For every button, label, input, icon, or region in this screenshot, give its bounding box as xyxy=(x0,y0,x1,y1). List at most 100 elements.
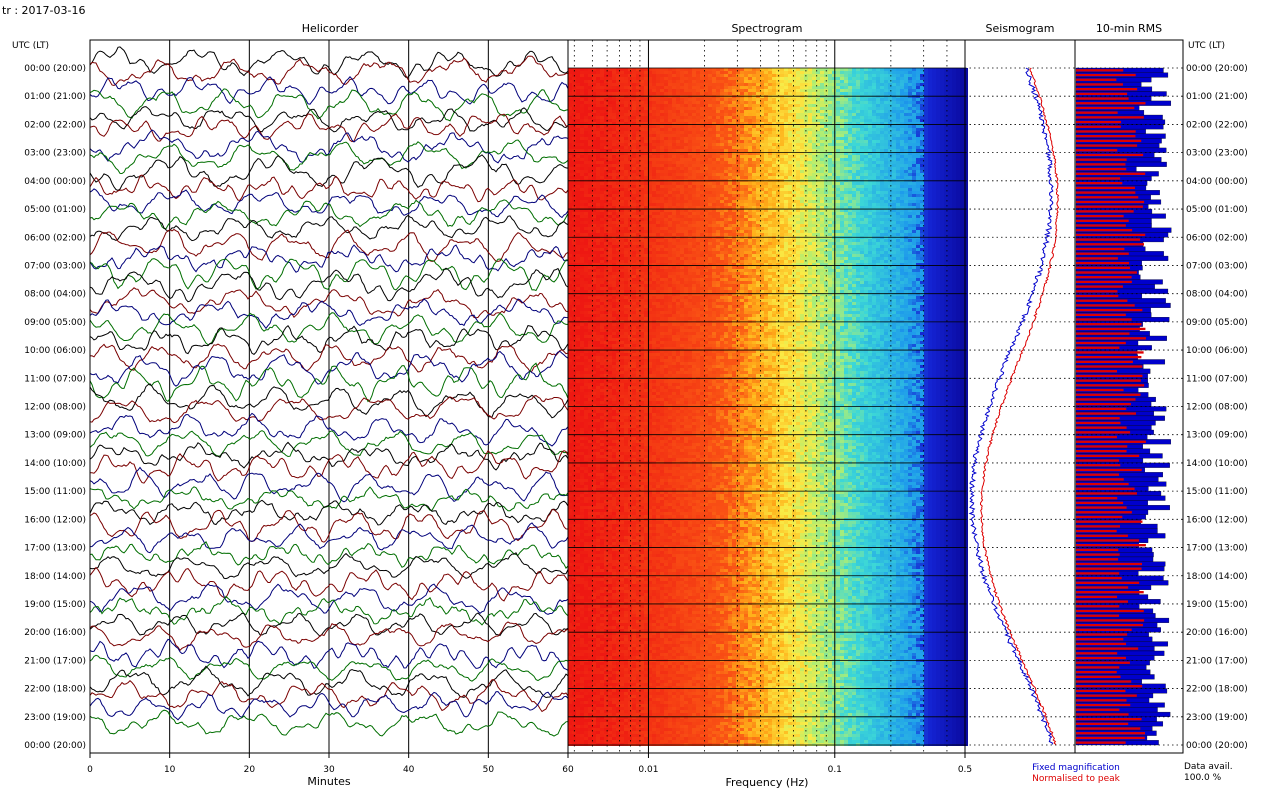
spectrogram-cell xyxy=(588,170,592,173)
spectrogram-cell xyxy=(752,158,756,161)
spectrogram-cell xyxy=(768,182,772,185)
spectrogram-cell xyxy=(760,107,764,110)
spectrogram-cell xyxy=(900,89,904,92)
spectrogram-cell xyxy=(732,161,736,164)
spectrogram-cell xyxy=(792,149,796,152)
spectrogram-cell xyxy=(636,167,640,170)
spectrogram-cell xyxy=(880,170,884,173)
spectrogram-cell xyxy=(764,68,768,71)
spectrogram-cell xyxy=(836,113,840,116)
spectrogram-cell xyxy=(864,86,868,89)
spectrogram-cell xyxy=(852,185,856,188)
spectrogram-cell xyxy=(784,104,788,107)
spectrogram-cell xyxy=(880,185,884,188)
spectrogram-cell xyxy=(868,188,872,191)
spectrogram-cell xyxy=(776,158,780,161)
spectrogram-cell xyxy=(852,68,856,71)
spectrogram-cell xyxy=(708,170,712,173)
spectrogram-cell xyxy=(888,74,892,77)
spectrogram-cell xyxy=(952,125,956,128)
spectrogram-cell xyxy=(676,68,680,71)
spectrogram-cell xyxy=(612,173,616,176)
spectrogram-cell xyxy=(936,173,940,176)
spectrogram-cell xyxy=(876,74,880,77)
spectrogram-cell xyxy=(668,167,672,170)
spectrogram-cell xyxy=(776,149,780,152)
spectrogram-cell xyxy=(764,161,768,164)
spectrogram-cell xyxy=(596,77,600,80)
spectrogram-cell xyxy=(636,83,640,86)
spectrogram-cell xyxy=(784,101,788,104)
spectrogram-cell xyxy=(700,143,704,146)
spectrogram-cell xyxy=(776,170,780,173)
spectrogram-cell xyxy=(908,83,912,86)
spectrogram-cell xyxy=(820,149,824,152)
spectrogram-cell xyxy=(620,173,624,176)
spectrogram-cell xyxy=(652,137,656,140)
spectrogram-cell xyxy=(904,182,908,185)
spectrogram-cell xyxy=(932,125,936,128)
spectrogram-cell xyxy=(792,125,796,128)
spectrogram-cell xyxy=(596,167,600,170)
spectrogram-cell xyxy=(684,98,688,101)
spectrogram-cell xyxy=(732,194,736,197)
spectrogram-cell xyxy=(916,176,920,179)
spectrogram-cell xyxy=(568,158,572,161)
spectrogram-cell xyxy=(856,149,860,152)
spectrogram-cell xyxy=(688,116,692,119)
spectrogram-cell xyxy=(756,176,760,179)
spectrogram-cell xyxy=(584,215,588,218)
spectrogram-cell xyxy=(788,170,792,173)
spectrogram-cell xyxy=(928,113,932,116)
spectrogram-cell xyxy=(608,143,612,146)
spectrogram-cell xyxy=(688,173,692,176)
spectrogram-cell xyxy=(652,167,656,170)
spectrogram-cell xyxy=(900,194,904,197)
spectrogram-cell xyxy=(952,167,956,170)
spectrogram-cell xyxy=(660,161,664,164)
spectrogram-cell xyxy=(932,74,936,77)
spectrogram-cell xyxy=(812,131,816,134)
spectrogram-cell xyxy=(820,83,824,86)
spectrogram-cell xyxy=(660,107,664,110)
spectrogram-cell xyxy=(736,92,740,95)
spectrogram-cell xyxy=(960,161,964,164)
spectrogram-cell xyxy=(764,137,768,140)
spectrogram-cell xyxy=(948,170,952,173)
spectrogram-cell xyxy=(740,83,744,86)
spectrogram-cell xyxy=(668,155,672,158)
spectrogram-cell xyxy=(912,140,916,143)
spectrogram-cell xyxy=(784,173,788,176)
spectrogram-cell xyxy=(756,170,760,173)
spectrogram-cell xyxy=(776,125,780,128)
spectrogram-cell xyxy=(712,77,716,80)
spectrogram-cell xyxy=(780,212,784,215)
spectrogram-cell xyxy=(884,131,888,134)
spectrogram-cell xyxy=(792,98,796,101)
spectrogram-cell xyxy=(772,146,776,149)
spectrogram-cell xyxy=(900,86,904,89)
spectrogram-cell xyxy=(732,173,736,176)
spectrogram-cell xyxy=(768,188,772,191)
spectrogram-cell xyxy=(580,137,584,140)
spectrogram-cell xyxy=(820,176,824,179)
spectrogram-cell xyxy=(860,194,864,197)
spectrogram-cell xyxy=(772,170,776,173)
spectrogram-cell xyxy=(812,161,816,164)
spectrogram-cell xyxy=(744,89,748,92)
spectrogram-cell xyxy=(632,128,636,131)
spectrogram-cell xyxy=(732,125,736,128)
spectrogram-cell xyxy=(724,125,728,128)
spectrogram-cell xyxy=(584,206,588,209)
spectrogram-cell xyxy=(784,140,788,143)
spectrogram-cell xyxy=(820,188,824,191)
spectrogram-cell xyxy=(692,164,696,167)
spectrogram-cell xyxy=(780,104,784,107)
spectrogram-cell xyxy=(696,188,700,191)
spectrogram-cell xyxy=(712,191,716,194)
spectrogram-cell xyxy=(672,83,676,86)
spectrogram-cell xyxy=(924,185,928,188)
spectrogram-cell xyxy=(928,119,932,122)
spectrogram-cell xyxy=(760,92,764,95)
spectrogram-cell xyxy=(836,188,840,191)
